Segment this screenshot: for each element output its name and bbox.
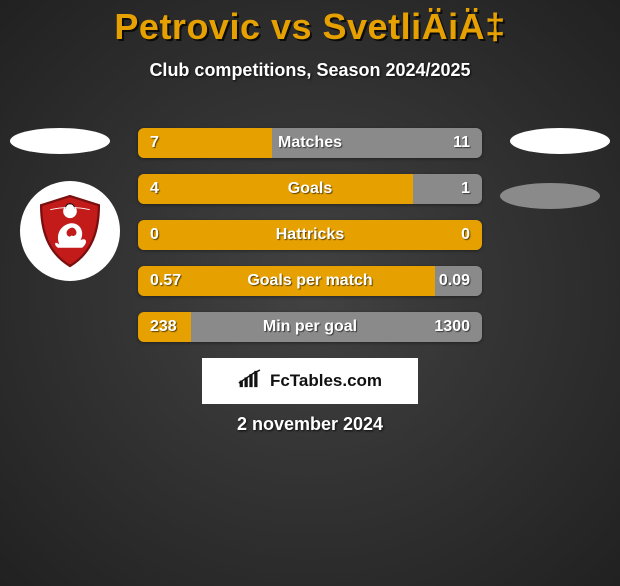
comparison-date: 2 november 2024 bbox=[0, 414, 620, 435]
comparison-title: Petrovic vs SvetliÄiÄ‡ bbox=[0, 6, 620, 48]
stat-row: 0.570.09Goals per match bbox=[138, 266, 482, 296]
club-badge-left bbox=[20, 181, 120, 281]
stat-row: 711Matches bbox=[138, 128, 482, 158]
stat-rows: 711Matches 41Goals 00Hattricks 0.570.09Goal… bbox=[138, 128, 482, 358]
stat-row: 2381300Min per goal bbox=[138, 312, 482, 342]
stat-label: Goals per match bbox=[138, 266, 482, 296]
stat-row: 00Hattricks bbox=[138, 220, 482, 250]
stat-label: Goals bbox=[138, 174, 482, 204]
branding-text: FcTables.com bbox=[270, 371, 382, 391]
player-left-placeholder bbox=[10, 128, 110, 154]
player-right-secondary bbox=[500, 183, 600, 209]
branding-box: FcTables.com bbox=[202, 358, 418, 404]
stat-row: 41Goals bbox=[138, 174, 482, 204]
stat-label: Matches bbox=[138, 128, 482, 158]
stat-label: Hattricks bbox=[138, 220, 482, 250]
club-badge-icon bbox=[32, 193, 108, 269]
chart-icon bbox=[238, 369, 264, 394]
comparison-subtitle: Club competitions, Season 2024/2025 bbox=[0, 60, 620, 81]
player-right-placeholder bbox=[510, 128, 610, 154]
stat-label: Min per goal bbox=[138, 312, 482, 342]
